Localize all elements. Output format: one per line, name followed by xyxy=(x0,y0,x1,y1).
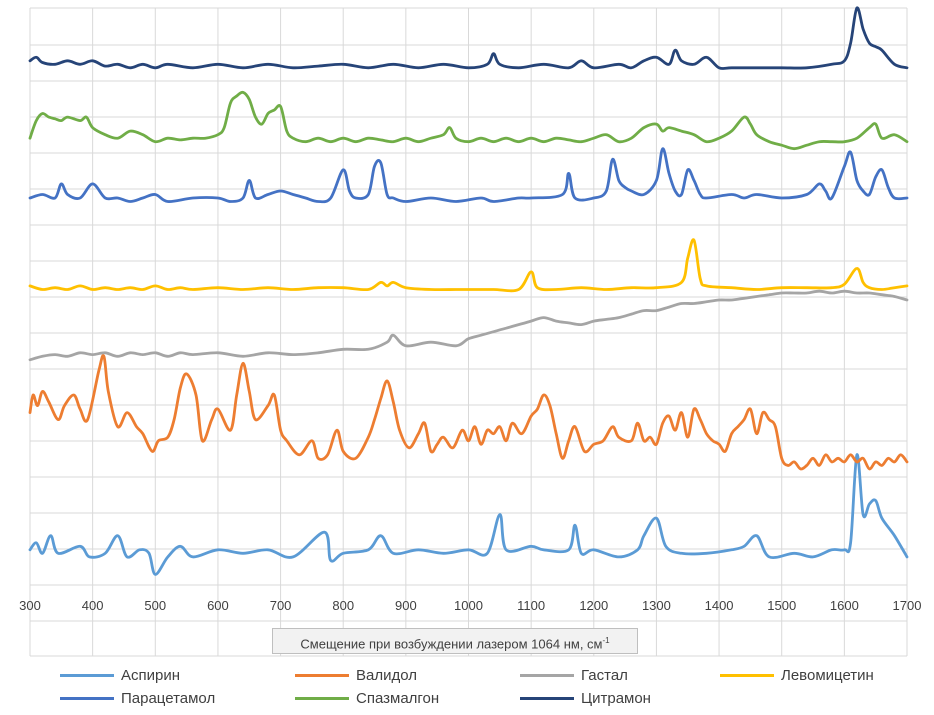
x-tick-label: 1000 xyxy=(454,598,483,613)
x-tick-label: 1100 xyxy=(517,598,545,613)
x-tick-label: 400 xyxy=(82,598,104,613)
series-line-Аспирин xyxy=(28,453,909,576)
x-tick-label: 1200 xyxy=(579,598,608,613)
x-tick-label: 600 xyxy=(207,598,229,613)
legend-label: Валидол xyxy=(356,666,417,684)
x-tick-label: 700 xyxy=(270,598,292,613)
x-tick-label: 500 xyxy=(144,598,166,613)
series-line-Гастал xyxy=(28,289,909,362)
x-tick-label: 1500 xyxy=(767,598,796,613)
legend-swatch xyxy=(520,673,574,677)
series-line-Спазмалгон xyxy=(28,90,909,151)
legend-item: Левомицетин xyxy=(720,665,874,685)
chart-grid xyxy=(29,7,908,657)
spectra-chart: 300 400 500 600 700 800 900 1000 1100 1200 1300 140… xyxy=(19,6,921,657)
legend-swatch xyxy=(60,673,114,677)
legend-swatch xyxy=(295,696,349,700)
legend-swatch xyxy=(720,673,774,677)
x-tick-label: 1600 xyxy=(830,598,859,613)
chart-series xyxy=(28,6,909,576)
series-line-Валидол xyxy=(28,354,909,471)
legend-label: Аспирин xyxy=(121,666,181,684)
x-tick-label: 900 xyxy=(395,598,417,613)
legend-item: Гастал xyxy=(520,665,628,685)
legend-label: Гастал xyxy=(581,666,628,684)
x-axis-title-unit-exponent: -1 xyxy=(602,636,610,645)
x-tick-label: 800 xyxy=(332,598,354,613)
x-axis-title-text: Смещение при возбуждении лазером 1064 нм… xyxy=(300,636,603,652)
legend-item: Парацетамол xyxy=(60,688,215,708)
series-line-Парацетамол xyxy=(28,147,909,204)
x-tick-label: 1400 xyxy=(705,598,734,613)
series-line-Цитрамон xyxy=(28,6,909,70)
chart-legend: Аспирин Валидол Гастал Левомицетин Парацетам… xyxy=(0,660,934,715)
x-tick-label: 1700 xyxy=(893,598,922,613)
legend-item: Аспирин xyxy=(60,665,180,685)
legend-label: Левомицетин xyxy=(781,666,874,684)
legend-swatch xyxy=(520,696,574,700)
legend-label: Цитрамон xyxy=(581,689,651,707)
legend-item: Спазмалгон xyxy=(295,688,439,708)
legend-label: Спазмалгон xyxy=(356,689,440,707)
x-tick-label: 1300 xyxy=(642,598,671,613)
legend-item: Валидол xyxy=(295,665,417,685)
series-line-Левомицетин xyxy=(28,238,909,293)
x-axis-title: Смещение при возбуждении лазером 1064 нм… xyxy=(272,628,638,654)
legend-item: Цитрамон xyxy=(520,688,651,708)
x-axis-ticks: 300 400 500 600 700 800 900 1000 1100 1200 1300 140… xyxy=(19,598,921,613)
x-tick-label: 300 xyxy=(19,598,41,613)
legend-label: Парацетамол xyxy=(121,689,216,707)
legend-swatch xyxy=(295,673,349,677)
legend-swatch xyxy=(60,696,114,700)
